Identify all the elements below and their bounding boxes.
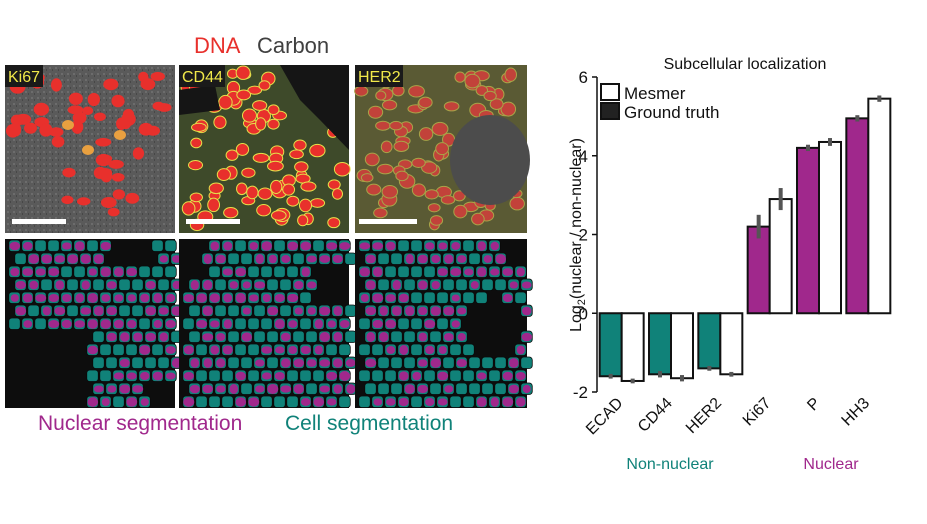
- bar-chart: Subcellular localization Log2(nuclear / …: [568, 56, 892, 473]
- scale-bar: [359, 219, 417, 224]
- y-axis-label-sub: 2: [576, 299, 588, 305]
- panel-label-cd44: CD44: [182, 69, 223, 86]
- chart-title: Subcellular localization: [664, 56, 827, 73]
- legend-label-mesmer: Mesmer: [624, 84, 686, 103]
- y-tick-label: 0: [579, 304, 588, 323]
- panel-label-her2: HER2: [358, 69, 401, 86]
- legend-nuclear-segmentation: Nuclear segmentation: [38, 412, 242, 435]
- bar-mesmer-cd44: [670, 312, 694, 380]
- panel-label-ki67: Ki67: [8, 69, 40, 86]
- x-tick-label-ki67: Ki67: [740, 395, 775, 430]
- image-panel-her2: HER2: [354, 65, 530, 233]
- group-label-non-nuclear: Non-nuclear: [626, 456, 714, 473]
- x-tick-label-cd44: CD44: [635, 395, 676, 436]
- segmentation-panel-3: [355, 239, 533, 408]
- bar-mesmer-her2: [719, 312, 744, 376]
- bar-ground-truth-hh3: [845, 117, 870, 315]
- bar-ground-truth-ki67: [746, 225, 771, 315]
- legend-swatch-mesmer: [600, 83, 620, 101]
- segmentation-panel-1: [5, 239, 183, 408]
- image-panel-ki67: Ki67: [5, 65, 175, 233]
- segmentation-panel-2: [179, 239, 357, 408]
- legend-dna: DNA: [194, 33, 241, 58]
- y-tick-label: -2: [573, 383, 588, 402]
- bar-ground-truth-her2: [697, 312, 722, 370]
- bar-mesmer-hh3: [867, 97, 892, 315]
- bar-ground-truth-ecad: [598, 312, 623, 378]
- bar-ground-truth-cd44: [648, 312, 672, 376]
- legend-carbon: Carbon: [257, 33, 329, 58]
- bar-ground-truth-p: [796, 146, 820, 315]
- y-axis-label-main: Log: [568, 305, 585, 332]
- y-tick-label: 4: [579, 147, 588, 166]
- y-tick-label: 6: [579, 68, 588, 87]
- bar-mesmer-p: [818, 140, 842, 315]
- scale-bar: [12, 219, 66, 224]
- legend-cell-segmentation: Cell segmentation: [285, 412, 453, 435]
- x-tick-label-p: P: [804, 395, 824, 415]
- group-label-nuclear: Nuclear: [803, 456, 859, 473]
- x-tick-label-her2: HER2: [683, 395, 725, 437]
- chart-legend: Mesmer Ground truth: [600, 83, 719, 122]
- legend-swatch-ground-truth: [600, 102, 620, 120]
- y-axis-label-rest: (nuclear / non-nuclear): [568, 138, 585, 299]
- x-tick-label-ecad: ECAD: [583, 395, 626, 438]
- y-tick-label: 2: [579, 226, 588, 245]
- y-axis-label: Log2(nuclear / non-nuclear): [568, 138, 588, 332]
- x-tick-label-hh3: HH3: [839, 395, 874, 430]
- bar-mesmer-ki67: [768, 198, 793, 315]
- bar-mesmer-ecad: [620, 312, 645, 382]
- legend-label-ground-truth: Ground truth: [624, 103, 719, 122]
- image-panel-cd44: CD44: [179, 65, 351, 233]
- scale-bar: [186, 219, 240, 224]
